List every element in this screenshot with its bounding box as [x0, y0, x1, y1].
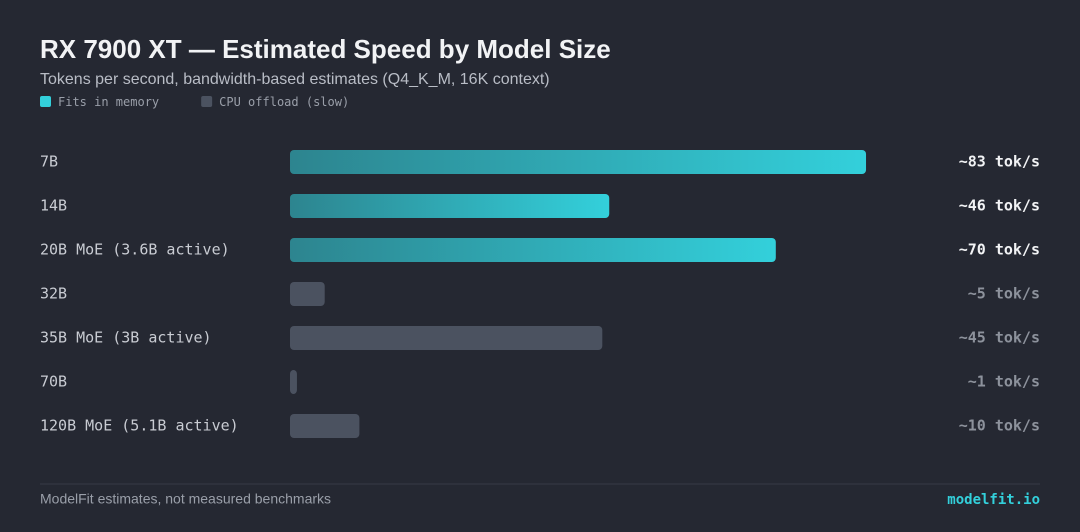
bar: [290, 326, 603, 350]
value-label: ~46 tok/s: [959, 197, 1040, 215]
bar: [290, 150, 867, 174]
chart-title: RX 7900 XT — Estimated Speed by Model Si…: [40, 34, 611, 64]
legend-swatch: [40, 96, 51, 107]
legend-swatch: [201, 96, 213, 107]
value-label: ~5 tok/s: [968, 285, 1040, 303]
bar: [290, 282, 325, 306]
category-label: 7B: [40, 153, 58, 171]
legend-label: CPU offload (slow): [219, 95, 349, 109]
category-label: 32B: [40, 285, 67, 303]
category-label: 14B: [40, 197, 67, 215]
bar: [290, 194, 610, 218]
legend-label: Fits in memory: [58, 95, 159, 109]
category-label: 120B MoE (5.1B active): [40, 417, 239, 435]
value-label: ~10 tok/s: [959, 417, 1040, 435]
footer-brand: modelfit.io: [947, 492, 1040, 508]
value-label: ~83 tok/s: [959, 153, 1040, 171]
bar: [290, 238, 776, 262]
category-label: 70B: [40, 373, 67, 391]
bar: [290, 370, 297, 394]
value-label: ~45 tok/s: [959, 329, 1040, 347]
value-label: ~1 tok/s: [968, 373, 1040, 391]
value-label: ~70 tok/s: [959, 241, 1040, 259]
bar: [290, 414, 360, 438]
chart-subtitle: Tokens per second, bandwidth-based estim…: [40, 71, 550, 88]
category-label: 20B MoE (3.6B active): [40, 241, 230, 259]
category-label: 35B MoE (3B active): [40, 329, 212, 347]
footer-note: ModelFit estimates, not measured benchma…: [40, 491, 331, 507]
